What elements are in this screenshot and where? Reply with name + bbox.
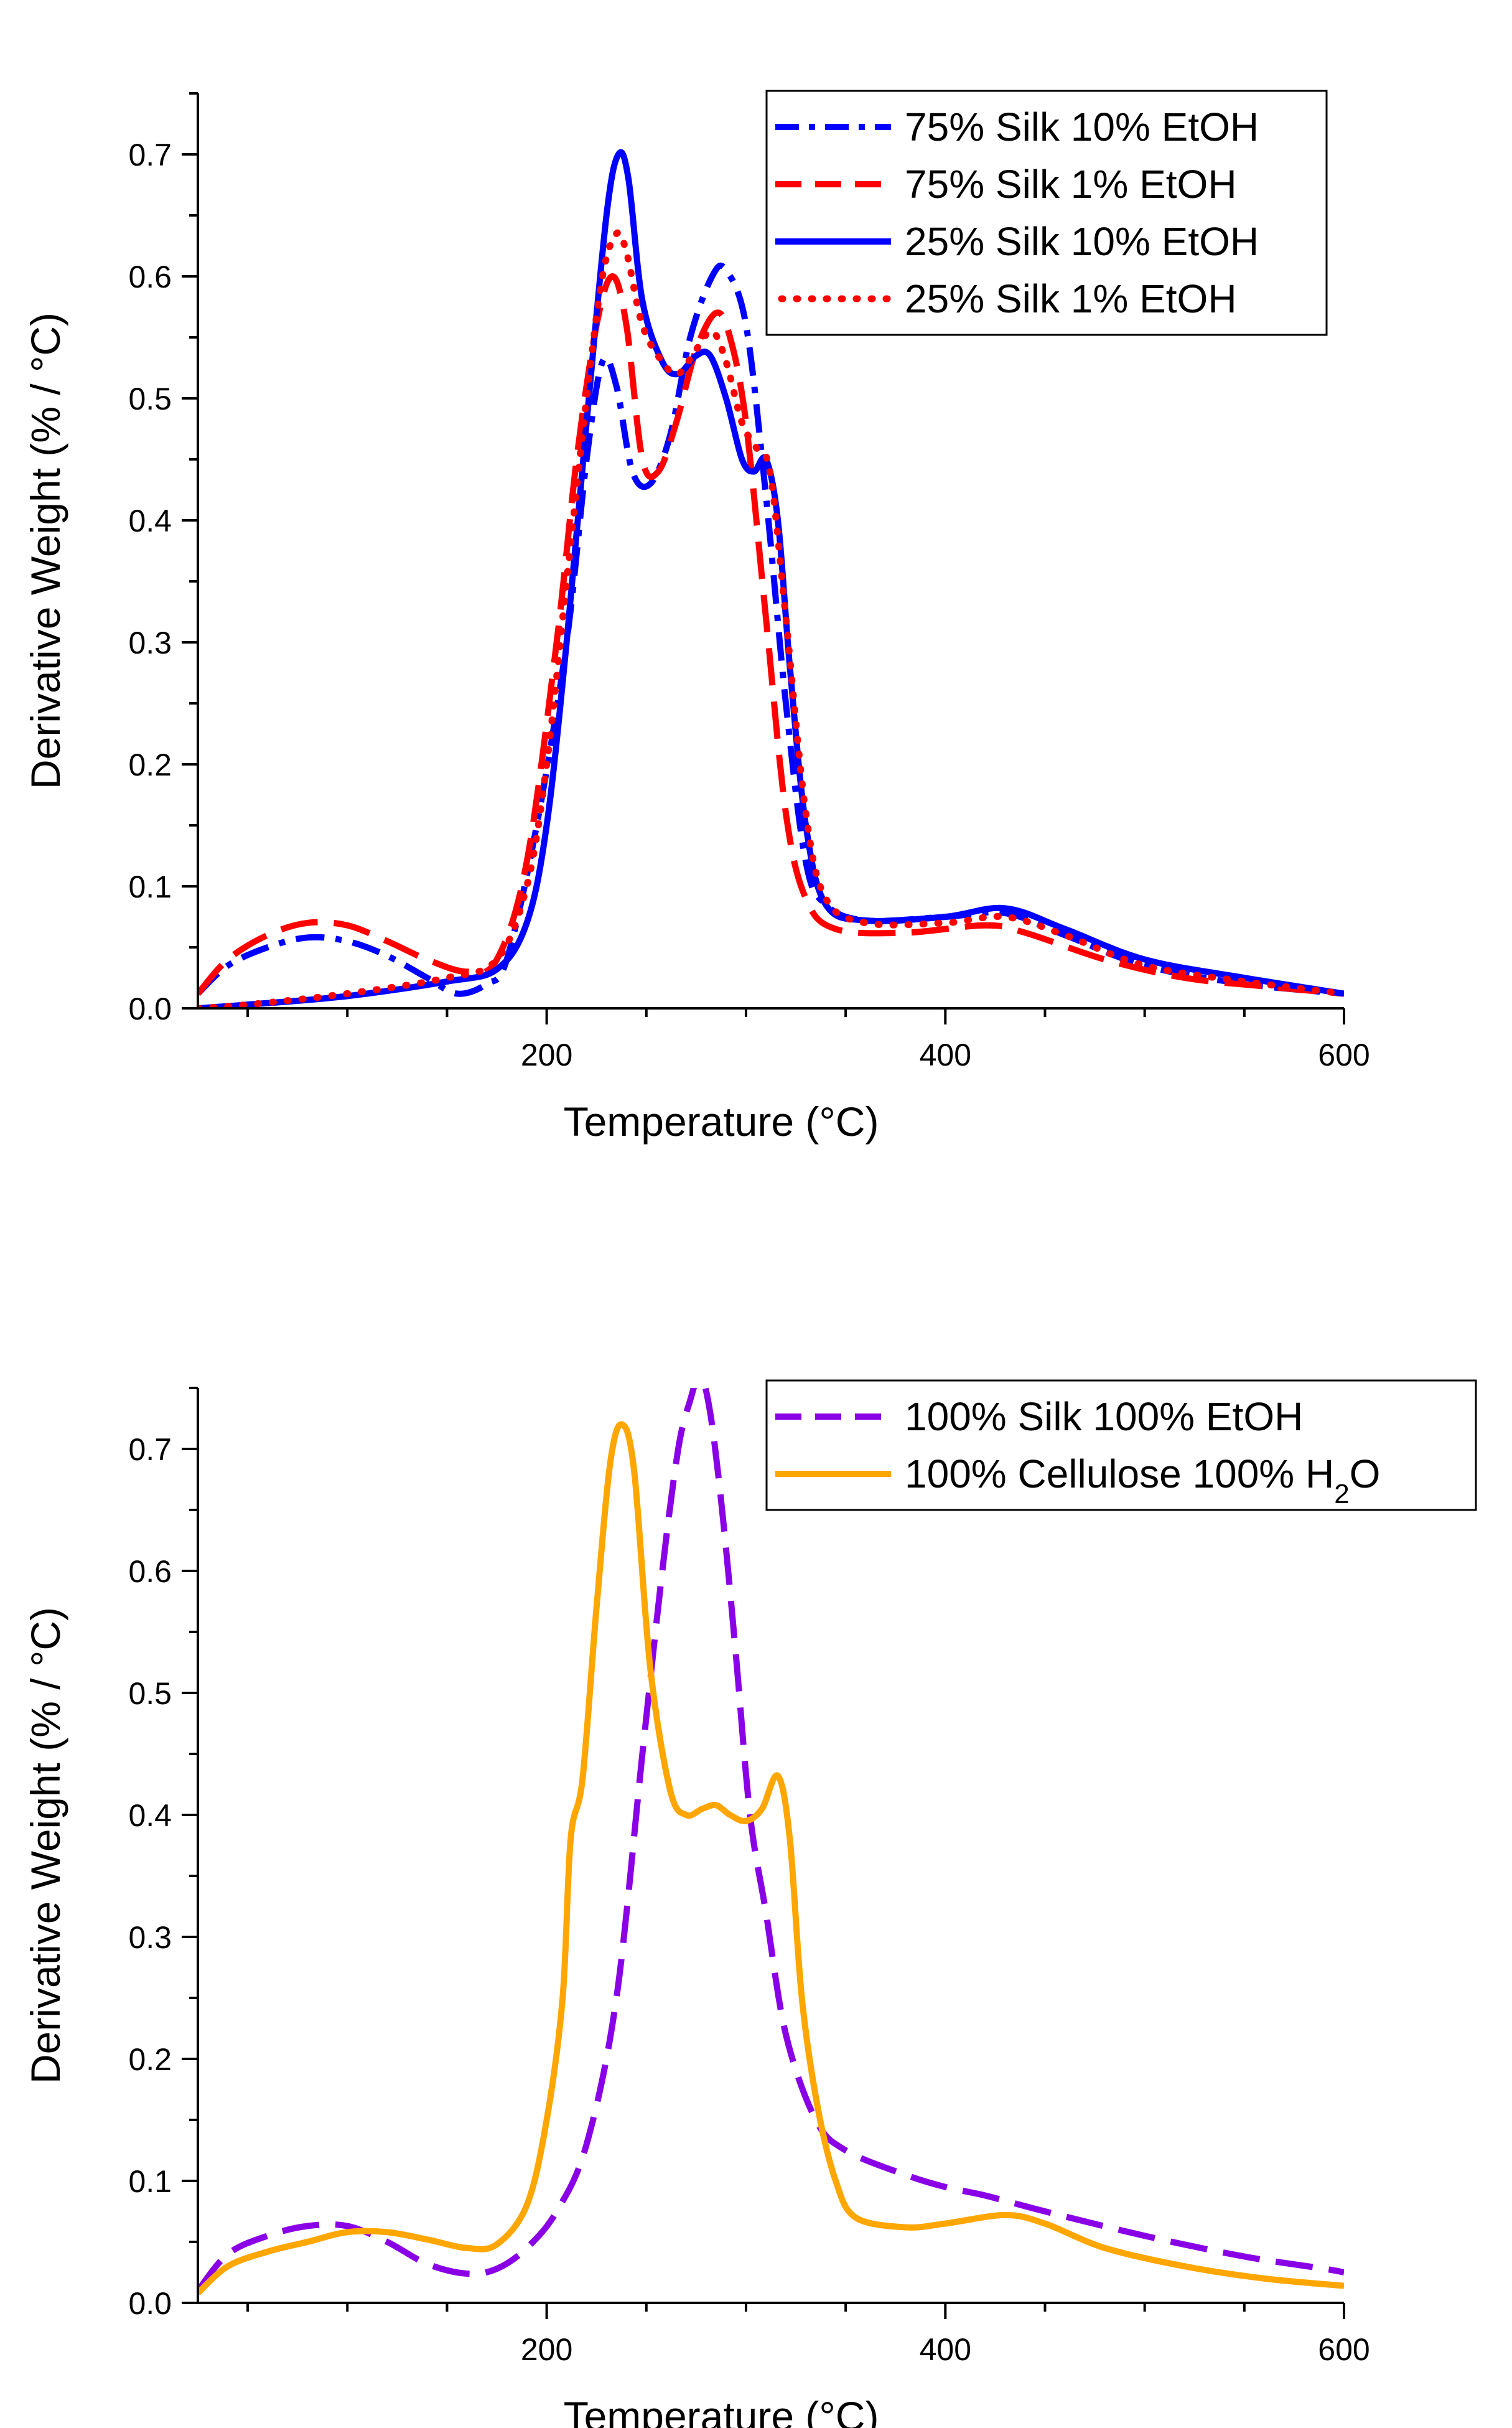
- legend-label: 100% Cellulose 100% H2O: [905, 1451, 1380, 1509]
- legend-label-part: 100% Silk 100% EtOH: [905, 1394, 1303, 1439]
- x-tick-label: 400: [920, 1038, 971, 1072]
- x-tick-label: 600: [1318, 2332, 1370, 2367]
- legend: 100% Silk 100% EtOH 100% Cellulose 100% H…: [765, 1379, 1477, 1511]
- series-line-1: [198, 262, 1344, 997]
- y-tick-label: 0.0: [128, 2286, 172, 2321]
- y-tick-label: 0.1: [128, 869, 172, 904]
- chart-2: 0.0 0.1 0.2 0.3 0.4 0.5 0.6 0.7 200 400 600 Tempera…: [22, 1379, 1477, 2428]
- y-axis-title: Derivative Weight (% / °C): [22, 312, 68, 789]
- y-tick-label: 0.0: [128, 991, 172, 1026]
- y-tick-label: 0.7: [128, 1432, 172, 1467]
- y-tick-label: 0.6: [128, 1554, 172, 1589]
- legend-label-part: 100% Cellulose 100% H: [905, 1451, 1334, 1496]
- series-line-2: [198, 273, 1344, 997]
- y-tick-label: 0.4: [128, 1798, 172, 1833]
- legend: 75% Silk 10% EtOH 75% Silk 1% EtOH 25% Sil…: [765, 90, 1328, 336]
- legend-label: 25% Silk 10% EtOH: [905, 219, 1259, 264]
- y-tick-label: 0.2: [128, 2042, 172, 2077]
- legend-label-part: 25% Silk 1% EtOH: [905, 276, 1237, 321]
- x-tick-label: 200: [521, 2332, 572, 2367]
- legend-label: 75% Silk 10% EtOH: [905, 105, 1259, 149]
- y-tick-label: 0.5: [128, 1676, 172, 1711]
- y-tick-label: 0.6: [128, 260, 172, 294]
- series-line-2: [198, 1421, 1344, 2296]
- series-line-3: [198, 149, 1344, 1008]
- x-tick-label: 200: [521, 1038, 572, 1072]
- x-tick-label: 600: [1318, 1038, 1370, 1072]
- x-axis-title: Temperature (°C): [564, 1099, 879, 1145]
- series-line-4: [198, 229, 1344, 1008]
- y-tick-label: 0.3: [128, 626, 172, 660]
- y-tick-label: 0.1: [128, 2164, 172, 2199]
- legend-frame: [765, 90, 1328, 336]
- y-tick-label: 0.3: [128, 1920, 172, 1955]
- legend-label-part: O: [1350, 1451, 1381, 1496]
- x-axis-title: Temperature (°C): [564, 2393, 879, 2428]
- chart-1: 0.0 0.1 0.2 0.3 0.4 0.5 0.6 0.7 200 400 600 Tempera…: [22, 90, 1370, 1145]
- legend-label-part: 75% Silk 10% EtOH: [905, 105, 1259, 149]
- y-tick-label: 0.4: [128, 504, 172, 538]
- legend-label-part: 75% Silk 1% EtOH: [905, 162, 1237, 207]
- legend-label-part: 25% Silk 10% EtOH: [905, 219, 1259, 264]
- legend-label-part: 2: [1334, 1479, 1349, 1509]
- y-axis-title: Derivative Weight (% / °C): [22, 1607, 68, 2084]
- legend-label: 75% Silk 1% EtOH: [905, 162, 1237, 207]
- legend-label: 25% Silk 1% EtOH: [905, 276, 1237, 321]
- y-tick-label: 0.7: [128, 138, 172, 172]
- x-tick-label: 400: [920, 2332, 971, 2367]
- y-tick-label: 0.2: [128, 748, 172, 782]
- y-tick-label: 0.5: [128, 382, 172, 416]
- legend-label: 100% Silk 100% EtOH: [905, 1394, 1303, 1439]
- legend-frame: [765, 1379, 1477, 1511]
- series-line-1: [198, 1388, 1344, 2293]
